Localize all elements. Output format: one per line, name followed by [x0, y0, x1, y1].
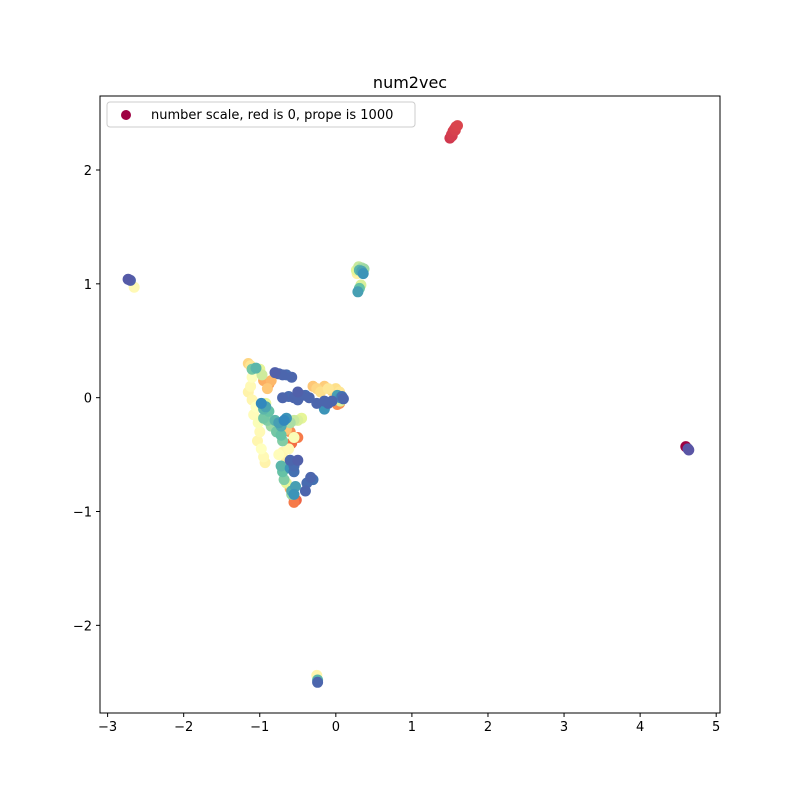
data-point — [255, 397, 267, 409]
data-point — [273, 449, 285, 461]
x-tick-label: 2 — [484, 720, 492, 735]
data-point — [326, 395, 338, 407]
data-point — [284, 454, 296, 466]
data-point — [254, 426, 266, 438]
legend-box — [106, 101, 416, 128]
data-point — [312, 676, 324, 688]
y-tick-label: 0 — [84, 392, 92, 407]
x-tick-label: −2 — [174, 720, 193, 735]
y-tick-label: 2 — [84, 164, 92, 179]
data-point — [352, 286, 364, 298]
legend-marker — [121, 110, 131, 120]
data-point — [278, 414, 290, 426]
data-point — [292, 386, 304, 398]
data-point — [288, 488, 300, 500]
plot-frame — [99, 95, 721, 714]
x-tick-label: 4 — [636, 720, 644, 735]
data-point — [337, 393, 349, 405]
data-point — [245, 380, 257, 392]
x-tick-label: 0 — [332, 720, 340, 735]
data-point — [357, 268, 369, 280]
legend: number scale, red is 0, prope is 1000 — [106, 101, 416, 128]
points-layer — [122, 120, 695, 688]
y-axis: −2 −1 0 1 2 — [73, 164, 100, 634]
data-point — [277, 392, 289, 404]
x-tick-label: 1 — [408, 720, 416, 735]
x-axis: −3 −2 −1 0 1 2 3 4 5 — [98, 713, 720, 735]
data-point — [452, 120, 463, 132]
data-point — [322, 383, 334, 395]
data-point — [269, 367, 281, 379]
data-point — [305, 471, 317, 483]
data-point — [288, 432, 300, 443]
y-tick-label: 1 — [84, 278, 92, 293]
x-tick-label: −1 — [250, 720, 269, 735]
data-point — [303, 392, 315, 404]
x-tick-label: 3 — [560, 720, 568, 735]
data-point — [122, 273, 134, 285]
data-point — [286, 371, 298, 383]
data-point — [292, 394, 304, 406]
data-point — [292, 454, 304, 466]
x-tick-label: −3 — [98, 720, 117, 735]
data-point — [683, 444, 695, 456]
data-point — [250, 362, 262, 374]
data-point — [275, 429, 287, 441]
data-point — [255, 443, 267, 455]
data-point — [299, 485, 311, 497]
data-point — [261, 383, 273, 395]
chart-title: num2vec — [373, 73, 447, 92]
legend-label: number scale, red is 0, prope is 1000 — [151, 108, 393, 123]
y-tick-label: −1 — [73, 506, 92, 521]
data-point — [275, 460, 287, 472]
data-point — [246, 371, 258, 383]
x-tick-label: 5 — [712, 720, 720, 735]
data-point — [283, 443, 295, 455]
y-tick-label: −2 — [73, 619, 92, 634]
